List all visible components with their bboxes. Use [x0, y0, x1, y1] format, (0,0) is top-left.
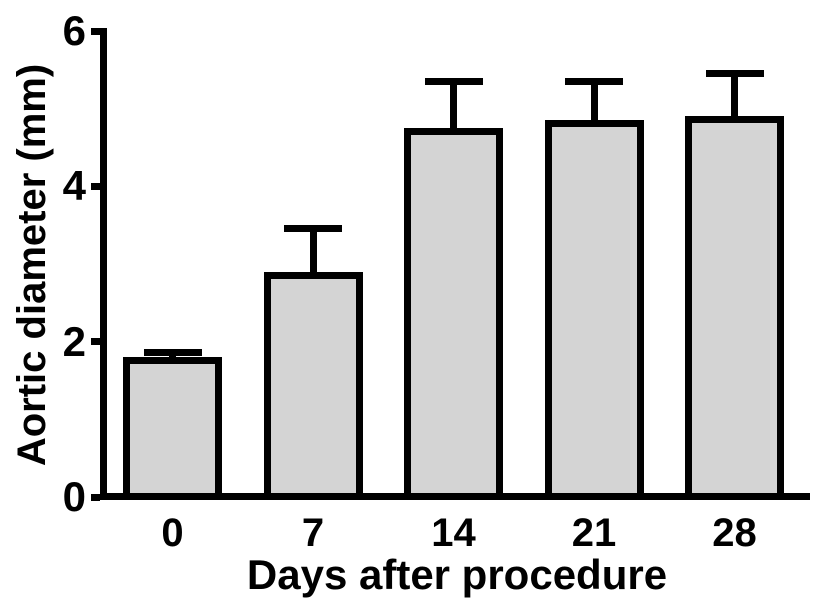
x-axis-line [100, 493, 810, 500]
y-axis-tick [91, 182, 100, 190]
y-axis-tick [91, 27, 100, 35]
y-tick-label: 6 [62, 7, 86, 54]
error-bar-cap [705, 69, 764, 77]
bar [263, 271, 363, 500]
y-tick-label: 4 [62, 162, 86, 210]
error-bar-stem [590, 77, 598, 121]
y-axis-tick [91, 338, 100, 346]
error-bar-cap [424, 77, 483, 85]
error-bar-cap [565, 77, 623, 85]
x-tick-label: 21 [571, 511, 617, 555]
error-bar-cap [143, 349, 202, 357]
error-bar-cap [284, 225, 342, 233]
bar [544, 120, 644, 500]
x-axis-title: Days after procedure [246, 551, 668, 598]
bar [685, 116, 784, 500]
x-tick-label: 7 [301, 511, 325, 555]
error-bar-stem [309, 225, 317, 272]
y-axis-title: Aortic diameter (mm) [10, 63, 54, 467]
y-tick-label: 2 [62, 317, 86, 365]
bar [123, 357, 222, 500]
y-axis-tick [91, 493, 100, 501]
bar [404, 128, 503, 500]
y-tick-label: 0 [62, 473, 86, 520]
x-tick-label: 14 [431, 511, 476, 555]
x-tick-label: 28 [712, 511, 757, 555]
error-bar-stem [731, 69, 738, 117]
y-axis-line [100, 28, 107, 500]
error-bar-stem [450, 77, 457, 129]
x-tick-label: 0 [161, 511, 184, 555]
